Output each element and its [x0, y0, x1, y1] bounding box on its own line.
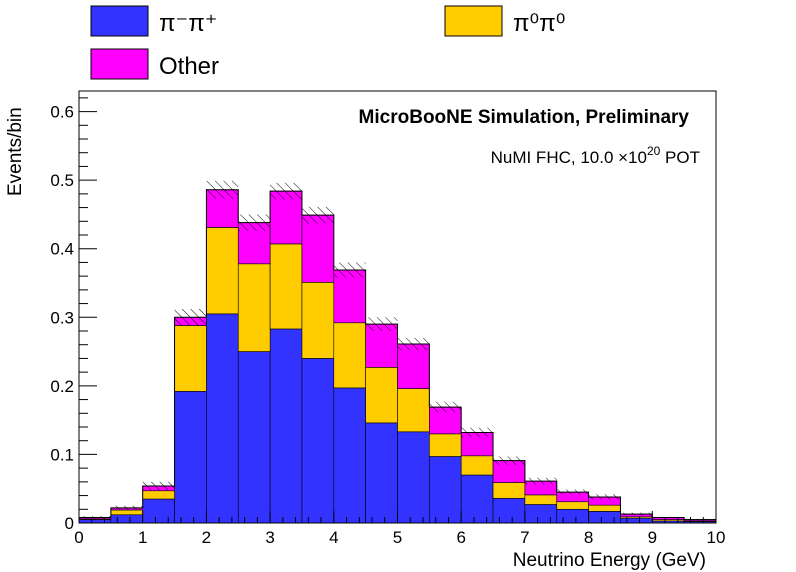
bar-series-0-bin-11: [429, 456, 462, 524]
subtitle-exponent: 20: [647, 144, 661, 158]
bar-series-1-bin-3: [174, 325, 207, 392]
bar-series-1-bin-12: [460, 455, 494, 476]
bar-series-0-bin-5: [237, 351, 271, 524]
legend-swatch-0: [90, 5, 149, 37]
x-tick-label: 3: [265, 528, 274, 547]
y-tick-label: 0.3: [50, 308, 74, 327]
bar-series-1-bin-16: [588, 504, 621, 512]
y-tick-label: 0.5: [50, 171, 74, 190]
chart-subtitle: NuMI FHC, 10.0 ×1020 POT: [491, 144, 700, 167]
bar-series-2-bin-7: [301, 214, 335, 283]
chart-title: MicroBooNE Simulation, Preliminary: [359, 107, 690, 128]
bar-series-0-bin-9: [365, 422, 398, 524]
bar-series-0-bin-12: [460, 474, 494, 524]
legend-label-1: π⁰π⁰: [513, 10, 565, 37]
x-tick-label: 2: [202, 528, 211, 547]
bar-series-0-bin-4: [206, 313, 239, 524]
y-tick-label: 0.1: [50, 445, 74, 464]
y-tick-label: 0.4: [50, 240, 74, 259]
bar-series-1-bin-4: [206, 227, 239, 315]
bar-series-0-bin-8: [333, 387, 366, 524]
bar-series-1-bin-9: [365, 367, 398, 424]
y-axis-label: Events/bin: [5, 107, 26, 196]
bar-series-0-bin-14: [524, 504, 558, 524]
x-axis-label: Neutrino Energy (GeV): [513, 550, 706, 571]
bar-series-0-bin-10: [397, 431, 430, 524]
bar-series-1-bin-1: [110, 509, 143, 516]
bar-series-1-bin-13: [492, 482, 526, 499]
x-tick-label: 0: [74, 528, 83, 547]
x-tick-label: 1: [138, 528, 147, 547]
bar-series-0-bin-1: [110, 514, 143, 524]
bar-series-1-bin-14: [524, 494, 558, 505]
legend: π⁻π⁺ π⁰π⁰ Other: [90, 5, 565, 80]
x-tick-label: 6: [456, 528, 465, 547]
bar-series-0-bin-13: [492, 498, 526, 524]
bar-series-2-bin-6: [269, 190, 303, 245]
bar-series-0-bin-16: [588, 511, 621, 524]
bar-series-1-bin-15: [556, 501, 589, 510]
x-tick-label: 8: [584, 528, 593, 547]
bar-series-2-bin-8: [333, 269, 366, 324]
x-tick-label: 9: [648, 528, 657, 547]
total-outline-path: [78, 189, 717, 523]
bar-series-2-bin-10: [397, 343, 430, 389]
bar-series-1-bin-8: [333, 322, 366, 389]
bar-series-0-bin-0: [78, 519, 112, 524]
legend-swatch-1: [444, 5, 503, 37]
legend-label-0: π⁻π⁺: [159, 10, 217, 37]
x-tick-label: 4: [329, 528, 338, 547]
bar-series-1-bin-7: [301, 282, 335, 359]
plot-area: 0 1 2 3 4 5 6 7 8 9 10 0 0.1 0.2 0.3 0.4 0.5 0.6: [50, 90, 725, 547]
bar-series-0-bin-17: [620, 517, 653, 524]
subtitle-suffix: POT: [660, 148, 700, 167]
bar-series-1-bin-11: [429, 433, 462, 457]
x-tick-label: 10: [707, 528, 726, 547]
bar-series-1-bin-2: [142, 490, 175, 500]
x-axis: 0 1 2 3 4 5 6 7 8 9 10: [74, 511, 725, 547]
total-outline: [78, 189, 717, 523]
bar-series-0-bin-2: [142, 498, 175, 524]
legend-label-2: Other: [159, 53, 219, 80]
y-tick-label: 0: [65, 514, 74, 533]
legend-swatch-2: [90, 48, 149, 80]
subtitle-main: NuMI FHC, 10.0 ×10: [491, 148, 647, 167]
x-tick-label: 7: [520, 528, 529, 547]
bar-series-0-bin-15: [556, 508, 589, 524]
bar-series-1-bin-5: [237, 263, 271, 352]
bar-series-0-bin-7: [301, 358, 335, 524]
y-tick-label: 0.2: [50, 377, 74, 396]
y-axis: 0 0.1 0.2 0.3 0.4 0.5 0.6: [50, 97, 97, 533]
bar-series-1-bin-6: [269, 243, 303, 330]
bar-series-0-bin-3: [174, 391, 207, 524]
x-tick-label: 5: [393, 528, 402, 547]
bar-series-1-bin-10: [397, 388, 430, 433]
y-tick-label: 0.6: [50, 103, 74, 122]
bar-series-0-bin-6: [269, 328, 303, 524]
